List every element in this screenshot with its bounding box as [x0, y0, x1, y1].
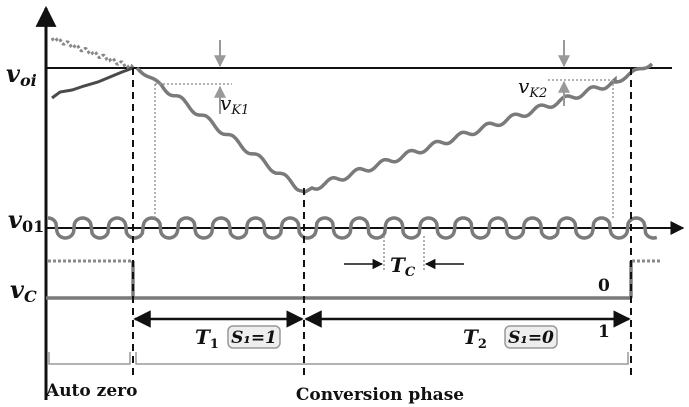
- autozero-approach: [52, 68, 133, 98]
- voi-waveform: [137, 64, 652, 192]
- voi-label: voi: [6, 59, 37, 90]
- vk2-label: vK2: [518, 74, 547, 101]
- autozero-ramp: [52, 38, 133, 68]
- conversion-phase-label: Conversion phase: [296, 385, 464, 405]
- v01-label: v01: [8, 205, 44, 236]
- vk1-label: vK1: [220, 91, 249, 118]
- tc-label: TC: [390, 253, 416, 280]
- auto-zero-label: Auto zero: [45, 381, 137, 401]
- auto-zero-bracket: [49, 352, 130, 364]
- vc-low-value: 0: [598, 276, 610, 296]
- vc-label: vC: [10, 275, 37, 306]
- conversion-bracket: [136, 352, 628, 364]
- t2-label: T2: [463, 325, 487, 352]
- s1-off-label: S₁=0: [508, 328, 554, 348]
- t1-label: T1: [195, 325, 219, 352]
- vc-high-value: 1: [598, 322, 610, 342]
- s1-on-label: S₁=1: [231, 328, 277, 348]
